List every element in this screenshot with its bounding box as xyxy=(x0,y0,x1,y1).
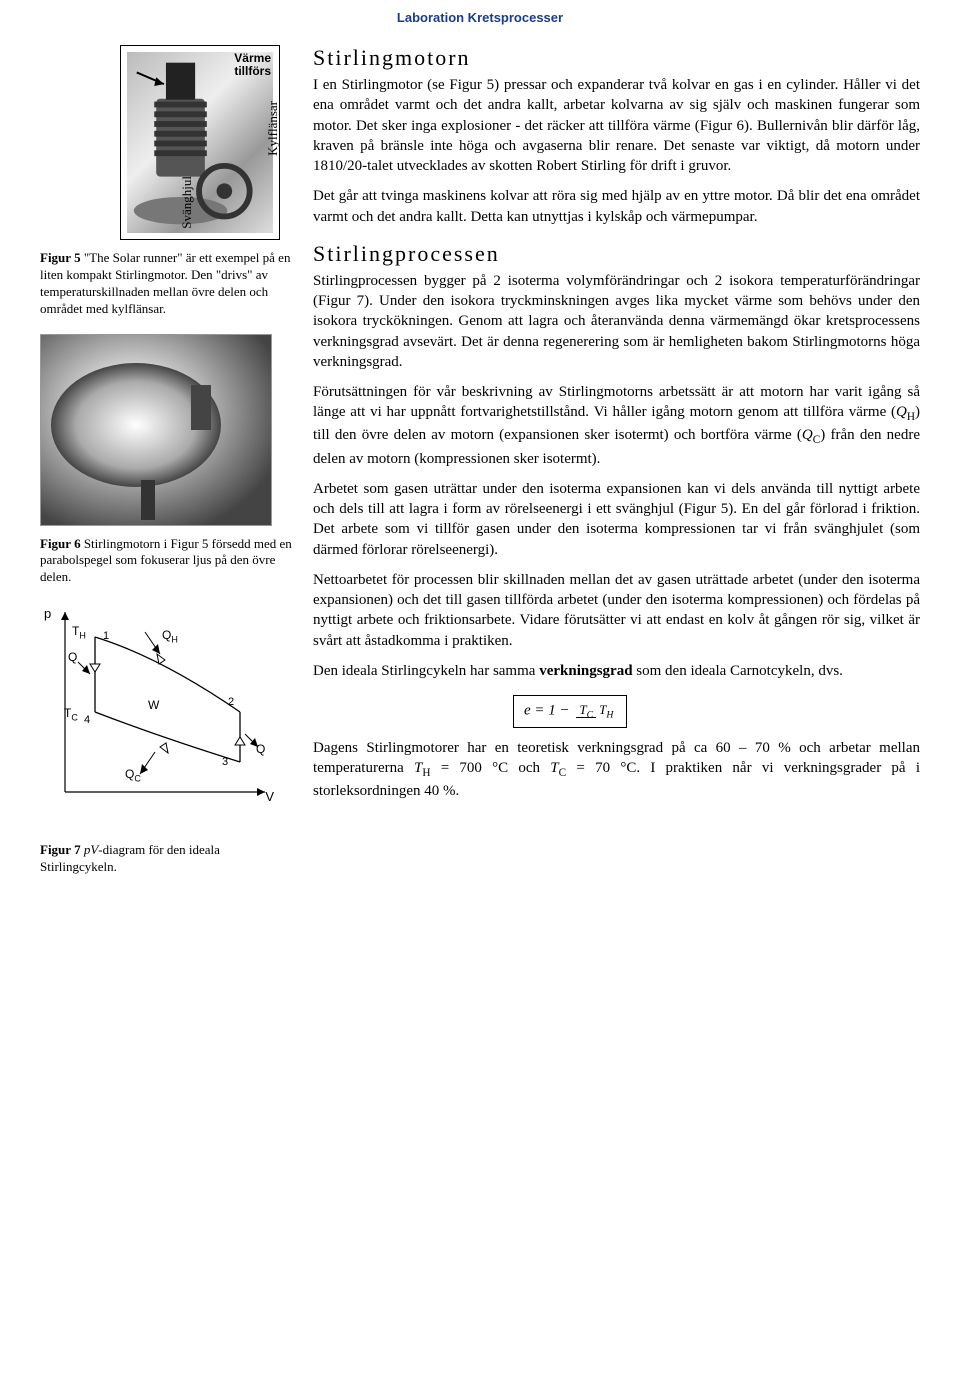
left-column: Värme tillförs Kylflänsar Svänghjul Figu… xyxy=(40,45,295,892)
label-qleft: Q xyxy=(68,650,77,664)
p7c: som den ideala Carnotcykeln, dvs. xyxy=(633,663,843,679)
para-6: Nettoarbetet för processen blir skillnad… xyxy=(313,570,920,651)
node-1: 1 xyxy=(103,630,109,642)
fig7-caption-ital: pV xyxy=(81,842,99,857)
section-title-2: Stirlingprocessen xyxy=(313,241,920,267)
label-tc: TC xyxy=(64,706,78,722)
label-line1: Värme xyxy=(234,51,271,65)
para-7: Den ideala Stirlingcykeln har samma verk… xyxy=(313,661,920,681)
node-3: 3 xyxy=(222,756,228,768)
eq-frac: TCTH xyxy=(576,702,616,721)
para-1: I en Stirlingmotor (se Figur 5) pressar … xyxy=(313,75,920,176)
equation-box: e = 1 − TCTH xyxy=(513,695,627,728)
label-qc: QC xyxy=(125,767,141,783)
eq-op: = 1 − xyxy=(531,703,574,719)
para-2: Det går att tvinga maskinens kolvar att … xyxy=(313,186,920,227)
axis-v: V xyxy=(265,789,274,804)
fig7-caption-bold: Figur 7 xyxy=(40,842,81,857)
label-th: TH xyxy=(72,624,86,640)
figure-7-pv-diagram: p V TH TC QH QC Q Q W 1 2 3 4 xyxy=(40,602,280,822)
fig5-caption-bold: Figur 5 xyxy=(40,250,81,265)
p8thv: = 700 °C och xyxy=(430,760,550,776)
figure-6-caption: Figur 6 Stirlingmotorn i Figur 5 försedd… xyxy=(40,536,295,587)
para-3: Stirlingprocessen bygger på 2 isoterma v… xyxy=(313,271,920,372)
figure-5-top-label: Värme tillförs xyxy=(234,52,271,78)
figure-5-caption: Figur 5 "The Solar runner" är ett exempe… xyxy=(40,250,295,318)
axis-p: p xyxy=(44,606,51,621)
label-kylflansar: Kylflänsar xyxy=(265,101,281,156)
para-5: Arbetet som gasen uträttar under den iso… xyxy=(313,479,920,560)
p7b: verkningsgrad xyxy=(539,663,632,679)
figure-5-image xyxy=(127,52,273,233)
label-qh: QH xyxy=(162,628,178,644)
right-column: Stirlingmotorn I en Stirlingmotor (se Fi… xyxy=(313,45,920,892)
label-line2: tillförs xyxy=(234,64,271,78)
figure-6-image xyxy=(40,334,272,526)
eq-lhs: e xyxy=(524,703,531,719)
label-w: W xyxy=(148,698,159,712)
fig6-caption-bold: Figur 6 xyxy=(40,536,81,551)
label-svanghjul: Svänghjul xyxy=(179,176,195,229)
label-qright: Q xyxy=(256,742,265,756)
para-8: Dagens Stirlingmotorer har en teoretisk … xyxy=(313,738,920,802)
section-title-1: Stirlingmotorn xyxy=(313,45,920,71)
node-2: 2 xyxy=(228,696,234,708)
p4a: Förutsättningen för vår beskrivning av S… xyxy=(313,384,920,420)
para-4: Förutsättningen för vår beskrivning av S… xyxy=(313,382,920,469)
p7a: Den ideala Stirlingcykeln har samma xyxy=(313,663,539,679)
page-header: Laboration Kretsprocesser xyxy=(40,0,920,45)
node-4: 4 xyxy=(84,714,90,726)
figure-5-box: Värme tillförs Kylflänsar Svänghjul xyxy=(120,45,280,240)
figure-7-caption: Figur 7 pV-diagram för den ideala Stirli… xyxy=(40,842,295,876)
